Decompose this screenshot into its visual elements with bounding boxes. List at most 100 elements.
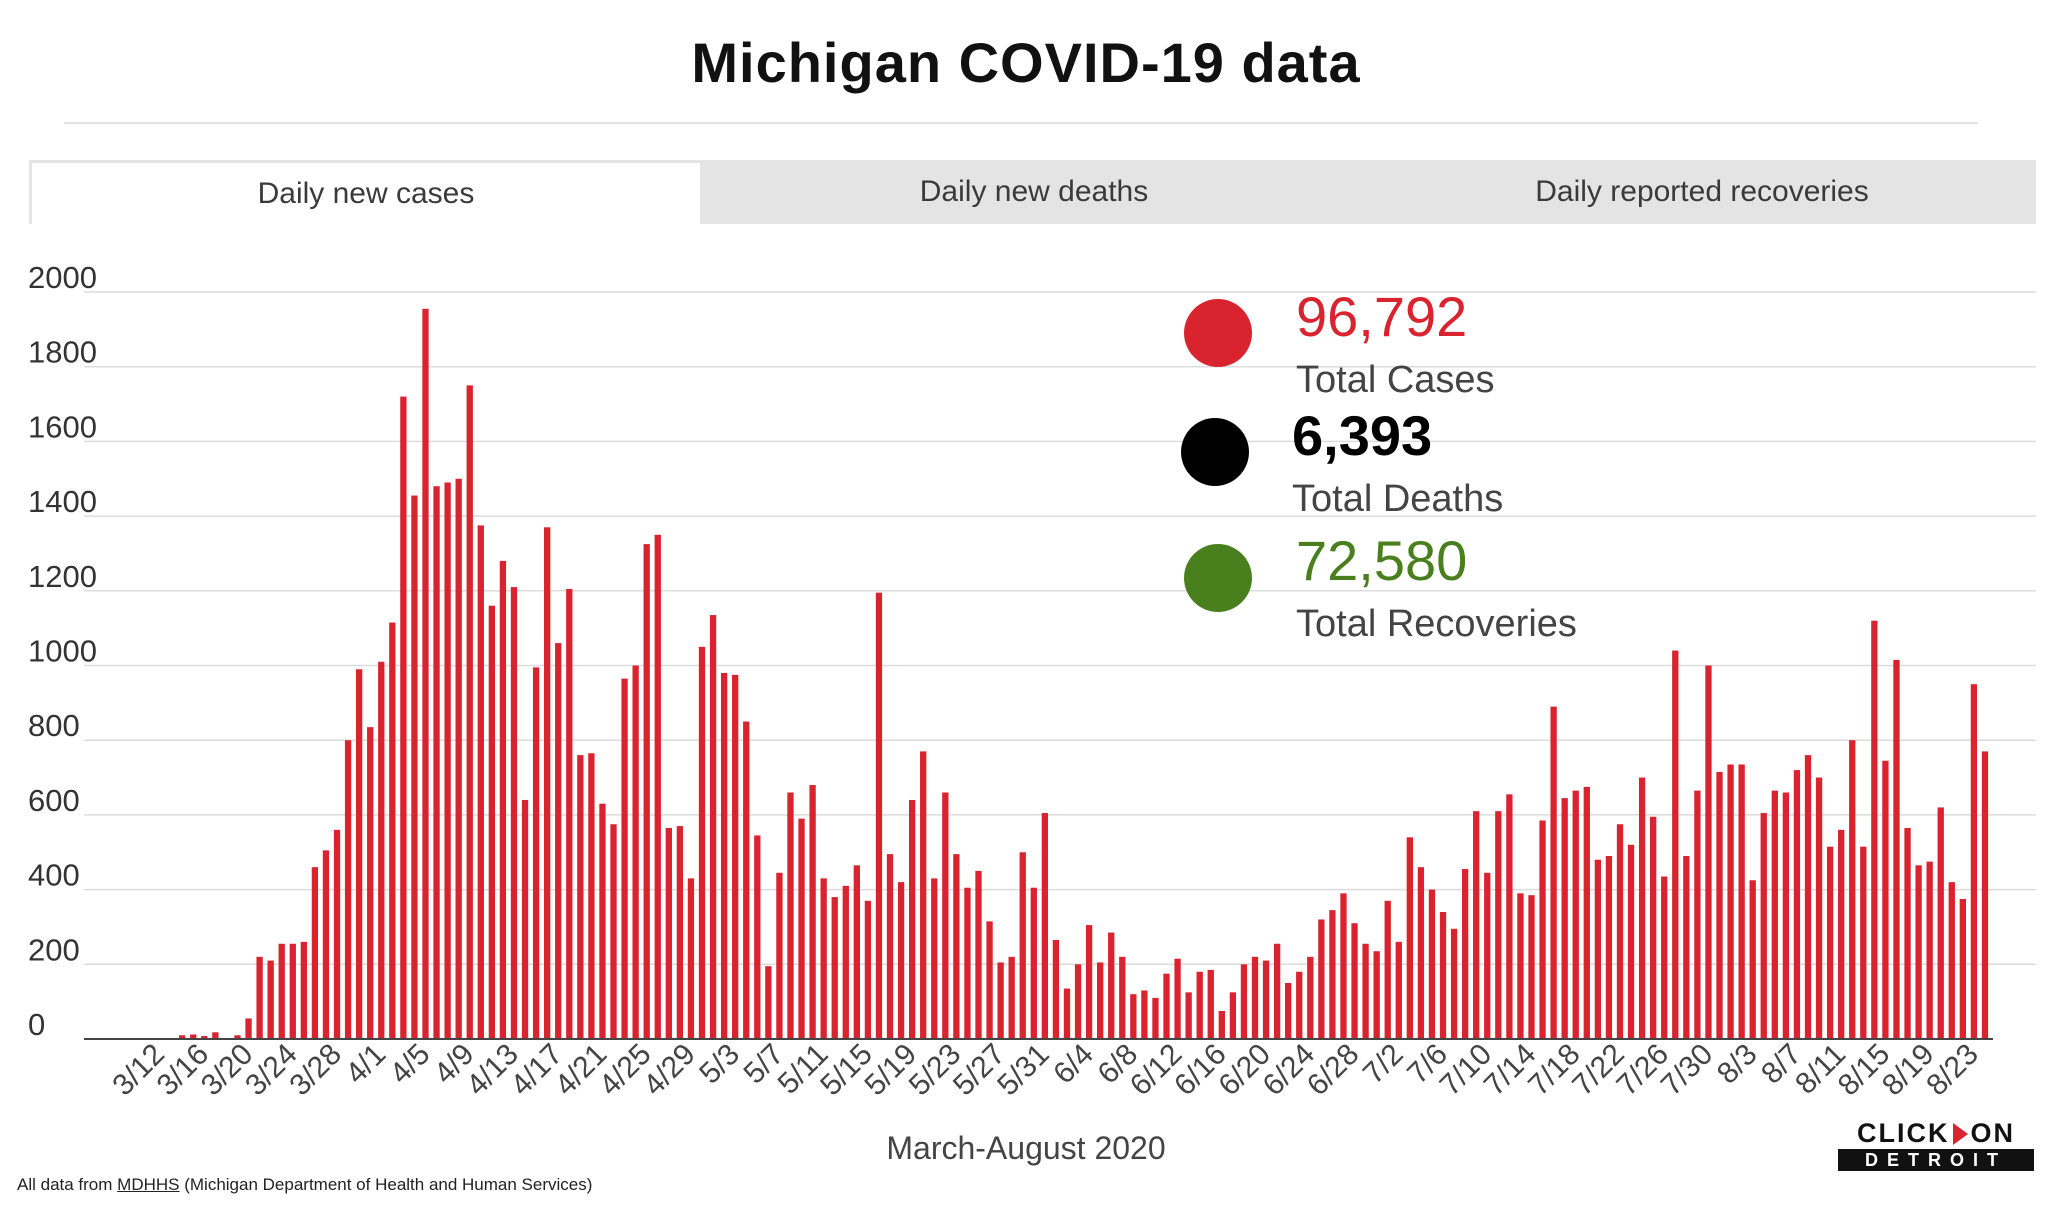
bar [1351,923,1358,1039]
bar [1207,969,1214,1039]
bar [289,943,296,1039]
tab-daily-new-cases[interactable]: Daily new cases [29,160,700,224]
y-tick-label: 1400 [28,484,97,519]
y-tick-label: 1200 [28,559,97,594]
bar [344,740,352,1039]
bar [643,544,650,1039]
bar [920,751,927,1039]
bar [1185,992,1192,1039]
bar [1373,951,1380,1039]
y-tick-label: 1600 [28,409,97,444]
bar [1959,898,1966,1039]
bar [1650,816,1657,1039]
bar [765,966,772,1039]
stat-total-deaths: 6,393 Total Deaths [1181,404,1503,520]
source-prefix: All data from [17,1175,118,1194]
bar [1937,807,1944,1039]
bar [389,622,396,1039]
bar [621,678,628,1039]
bar [1804,755,1812,1039]
bar [1141,990,1148,1039]
bar [798,818,805,1039]
x-axis-label: March-August 2020 [886,1130,1166,1166]
x-tick-label: 7/2 [1357,1038,1410,1091]
bar [1163,973,1170,1039]
bar [1539,820,1546,1039]
bar [577,755,584,1039]
bar [908,799,916,1039]
bar [1384,900,1391,1039]
bar [1008,956,1015,1039]
bar [311,867,319,1039]
bar [864,900,872,1039]
bar [1417,867,1425,1039]
bar [1926,861,1933,1039]
recoveries-dot [1184,544,1252,612]
bar [1826,846,1834,1039]
bar [1296,971,1303,1039]
mdhhs-link[interactable]: MDHHS [117,1175,180,1194]
deaths-dot [1181,418,1249,486]
bar [1063,988,1071,1039]
x-tick-label: 7/30 [1655,1038,1720,1103]
bar [1594,859,1602,1039]
title-divider [64,122,1978,124]
bar [433,486,440,1040]
bar [1229,992,1237,1039]
x-axis-ticks: 3/123/163/203/243/284/14/54/94/134/174/2… [106,1038,1984,1103]
bar [1273,943,1281,1039]
bar [1760,813,1767,1039]
bar [1550,706,1557,1039]
tab-bar: Daily new cases Daily new deaths Daily r… [29,160,2036,224]
bar [1240,964,1248,1039]
clickondetroit-logo: CLICK ON DETROIT [1838,1120,2034,1172]
x-tick-label: 8/3 [1711,1038,1764,1091]
bar [477,525,484,1039]
bar [1318,919,1325,1039]
tab-daily-new-deaths[interactable]: Daily new deaths [919,175,1149,208]
bar [179,1035,186,1039]
bar [1473,811,1480,1039]
x-tick-label: 5/3 [693,1038,746,1091]
y-axis-ticks: 0 200 400 600 800 1000 1200 1400 1600 1800 2000 [28,260,97,1042]
bar [1362,943,1369,1039]
bar [897,882,905,1039]
bar [1307,956,1314,1039]
bar [510,587,518,1039]
bar [1672,650,1679,1039]
bar [1097,962,1104,1039]
bar [333,829,341,1039]
bar [1716,771,1723,1039]
bar [942,792,949,1039]
bar [1948,882,1955,1039]
bar [787,792,794,1039]
total-recoveries-label: Total Recoveries [1296,603,1577,645]
bar [234,1035,241,1039]
bar [809,785,816,1039]
bar [720,672,728,1039]
bar [975,870,982,1039]
bar [997,962,1004,1039]
bar [1119,956,1126,1039]
bar [953,854,960,1039]
bar [1970,684,1978,1039]
bar [1694,790,1701,1039]
bar [544,527,551,1039]
bar [466,385,473,1040]
bar [853,865,860,1039]
tab-daily-reported-recoveries[interactable]: Daily reported recoveries [1535,175,1869,208]
bar [566,588,573,1039]
source-note: All data from MDHHS (Michigan Department… [17,1175,592,1195]
bar [1030,887,1037,1039]
x-tick-label: 4/29 [637,1038,702,1103]
bar [1782,792,1790,1039]
y-tick-label: 2000 [28,260,97,295]
bar [1915,865,1922,1039]
chart-title: Michigan COVID-19 data [691,31,1361,94]
bar [1561,798,1568,1039]
bar [1285,982,1292,1039]
total-deaths-label: Total Deaths [1292,478,1503,520]
bar [1395,941,1402,1039]
bar [875,592,883,1039]
bar [1738,764,1745,1039]
